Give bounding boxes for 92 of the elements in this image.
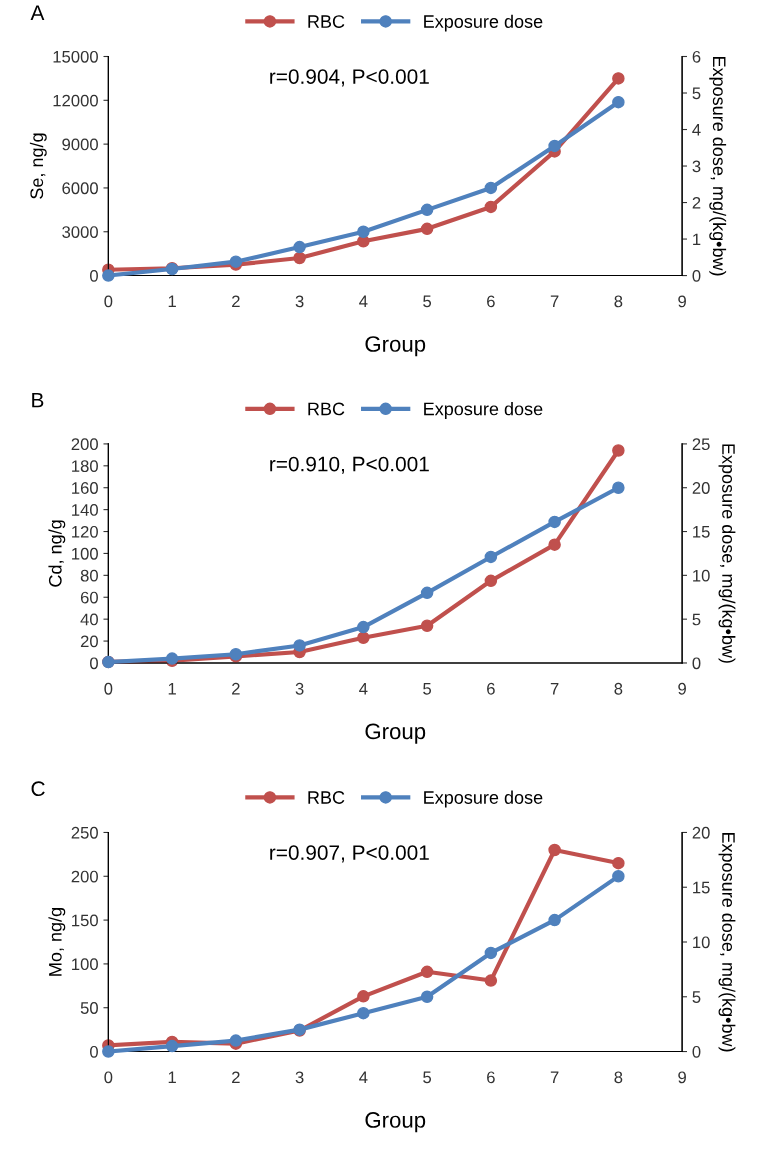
y2-tick-label: 20: [692, 482, 710, 494]
x-tick-label: 2: [232, 295, 240, 308]
x-tick-label: 6: [487, 295, 495, 308]
annotation: r=0.904, P<0.001: [270, 69, 429, 87]
x-tick-label: 8: [614, 682, 623, 695]
y2-tick-label: 15: [693, 881, 710, 894]
x-tick-label: 1: [168, 683, 176, 695]
y-tick-label: 180: [72, 460, 98, 473]
x-tick-label: 2: [232, 682, 240, 695]
y-tick-label: 9000: [62, 138, 98, 151]
y-tick-label: 0: [90, 1045, 98, 1058]
x-tick-label: 9: [678, 1071, 686, 1084]
y-tick-label: 140: [72, 504, 98, 516]
y2-axis-title: Exposure dose, mg/(kg•bw): [709, 56, 727, 276]
y-tick-label: 6000: [62, 182, 98, 195]
y2-tick-label: 15: [693, 526, 710, 538]
y2-tick-label: 10: [693, 936, 710, 949]
text: A: [30, 5, 45, 20]
y2-tick-label: 2: [692, 196, 701, 209]
y2-tick-label: 0: [692, 657, 701, 670]
x-tick-label: 8: [614, 1071, 623, 1084]
y-tick-label: 120: [72, 525, 98, 538]
x-tick-label: 1: [168, 1071, 176, 1084]
y-tick-label: 250: [71, 826, 98, 839]
x-tick-label: 3: [295, 295, 304, 308]
x-tick-label: 7: [550, 295, 559, 308]
legend-label: Exposure dose: [424, 402, 543, 419]
x-tick-label: 4: [359, 295, 368, 308]
legend-label: RBC: [308, 402, 345, 416]
x-tick-label: 7: [550, 1071, 559, 1084]
y-axis-title: Cd, ng/g: [48, 520, 66, 587]
x-tick-label: 5: [423, 683, 432, 695]
y-tick-label: 12000: [53, 94, 98, 107]
y2-tick-label: 0: [692, 1045, 701, 1058]
x-tick-label: 6: [487, 1071, 495, 1084]
x-tick-label: 8: [614, 295, 623, 308]
x-tick-label: 4: [359, 683, 368, 695]
y-tick-label: 15000: [53, 50, 98, 63]
x-tick-label: 5: [423, 1071, 432, 1084]
x-tick-label: 5: [423, 295, 432, 308]
x-tick-label: 9: [678, 295, 686, 308]
y-tick-label: 20: [80, 635, 98, 648]
x-tick-label: 9: [678, 682, 686, 695]
y2-tick-label: 10: [693, 569, 710, 582]
y2-axis-title: Exposure dose, mg/(kg•bw): [718, 444, 736, 663]
legend-label: Exposure dose: [424, 790, 543, 808]
y2-tick-label: 0: [692, 269, 701, 282]
x-tick-label: 3: [295, 682, 304, 695]
y-tick-label: 3000: [62, 226, 98, 238]
legend-label: RBC: [308, 15, 345, 28]
text: C: [31, 781, 45, 797]
y-tick-label: 0: [90, 657, 98, 670]
x-tick-label: 2: [232, 1071, 240, 1084]
x-tick-label: 1: [168, 295, 176, 308]
y2-tick-label: 5: [692, 613, 701, 626]
y-tick-label: 200: [71, 438, 98, 451]
y2-tick-label: 4: [692, 124, 701, 136]
y2-tick-label: 5: [692, 87, 701, 100]
x-axis-title: Group: [365, 723, 426, 744]
annotation: r=0.910, P<0.001: [270, 456, 429, 474]
y2-tick-label: 3: [692, 160, 701, 173]
x-axis-title: Group: [365, 1112, 426, 1133]
legend-label: RBC: [308, 791, 345, 804]
legend-label: Exposure dose: [424, 14, 543, 32]
x-tick-label: 0: [104, 295, 113, 308]
y-tick-label: 0: [90, 269, 98, 282]
y-tick-label: 40: [80, 613, 98, 626]
x-tick-label: 3: [295, 1071, 304, 1084]
y-tick-label: 150: [72, 914, 98, 927]
text: B: [32, 392, 44, 408]
x-tick-label: 7: [550, 683, 559, 695]
annotation: r=0.907, P<0.001: [270, 845, 429, 863]
x-tick-label: 0: [104, 682, 113, 695]
y2-tick-label: 20: [692, 826, 710, 839]
y-tick-label: 60: [80, 591, 98, 604]
y2-tick-label: 5: [692, 991, 701, 1003]
y2-tick-label: 1: [693, 233, 701, 246]
y-axis-title: Se, ng/g: [29, 133, 47, 199]
y-tick-label: 200: [71, 870, 98, 883]
y-tick-label: 80: [80, 569, 98, 582]
y2-axis-title: Exposure dose, mg/(kg•bw): [718, 832, 736, 1052]
y2-tick-label: 25: [692, 438, 710, 451]
y-tick-label: 100: [72, 958, 98, 971]
y2-tick-label: 6: [692, 50, 701, 63]
x-axis-title: Group: [365, 336, 426, 357]
y-axis-title: Mo, ng/g: [48, 908, 66, 976]
y-tick-label: 160: [72, 482, 98, 494]
y-tick-label: 100: [72, 547, 98, 560]
x-tick-label: 6: [487, 682, 495, 695]
y-tick-label: 50: [80, 1002, 98, 1014]
x-tick-label: 4: [359, 1071, 368, 1084]
x-tick-label: 0: [104, 1071, 113, 1084]
